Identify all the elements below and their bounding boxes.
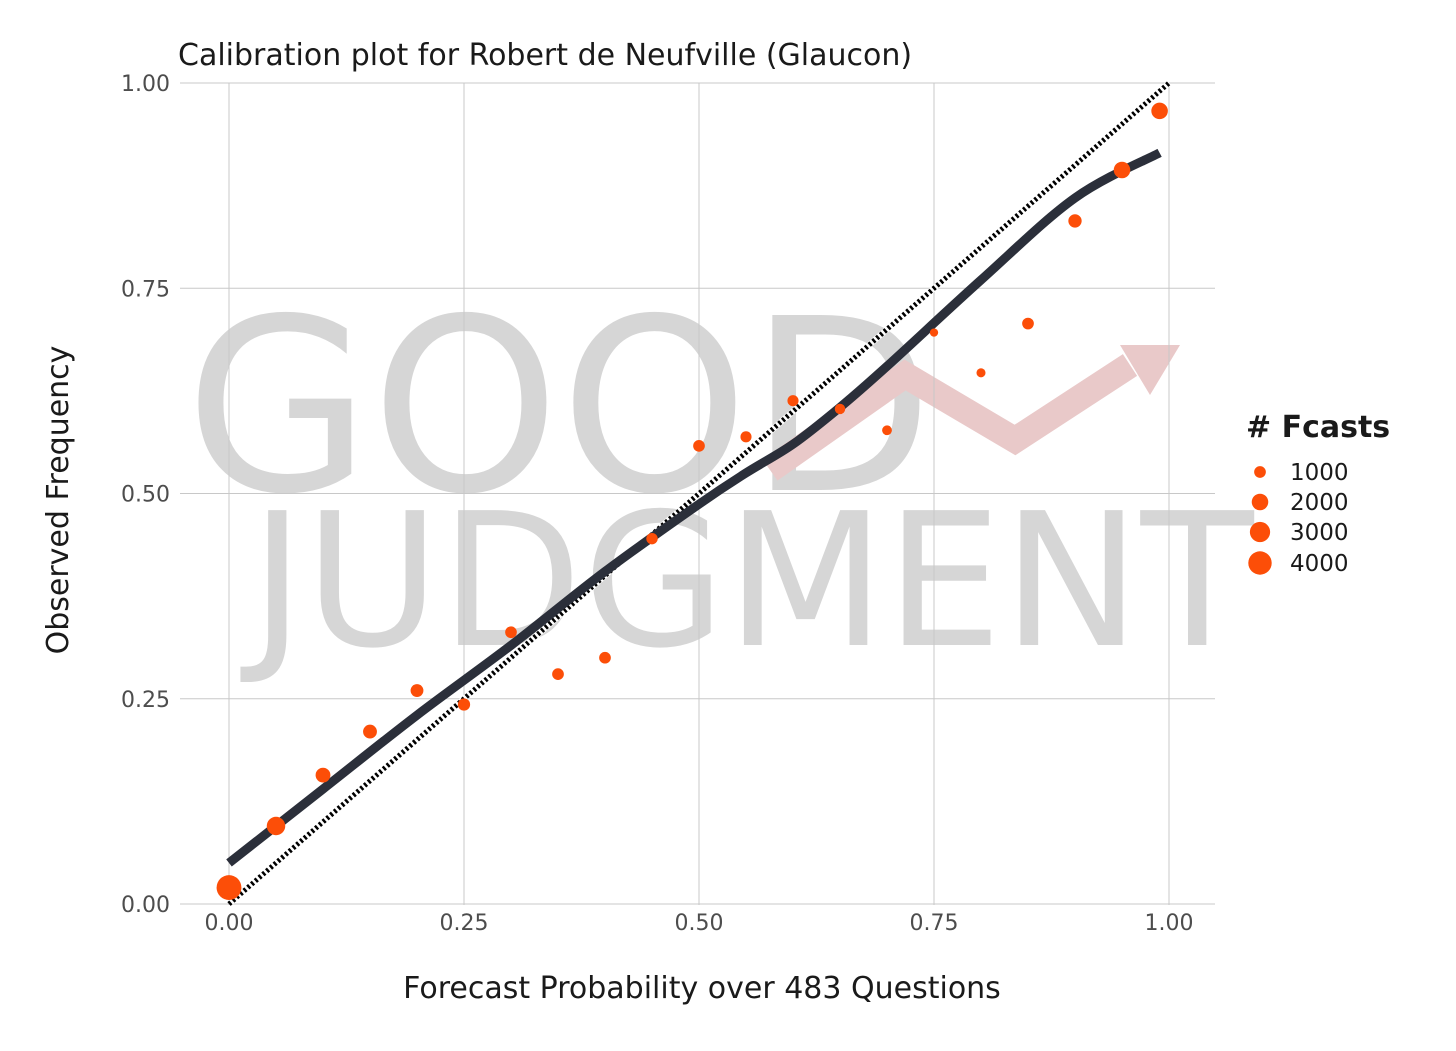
watermark-line-2: JUDGMENT xyxy=(240,473,1255,689)
y-tick-label: 0.00 xyxy=(121,893,170,918)
x-tick-label: 0.25 xyxy=(440,911,489,936)
data-point xyxy=(1022,317,1034,330)
data-point xyxy=(646,532,658,545)
data-point xyxy=(216,875,242,900)
data-point xyxy=(693,440,705,452)
x-tick-label: 1.00 xyxy=(1145,911,1194,936)
legend-key xyxy=(1248,551,1272,575)
data-point xyxy=(882,425,892,436)
data-point xyxy=(315,767,331,783)
watermark-arrow-icon xyxy=(762,354,1138,481)
data-point xyxy=(1113,161,1131,179)
data-point xyxy=(410,684,424,697)
fit-line xyxy=(226,148,1162,867)
legend-label: 1000 xyxy=(1290,460,1349,486)
fit-line-layer xyxy=(226,148,1162,867)
legend-key xyxy=(1251,493,1269,511)
y-tick-label: 0.25 xyxy=(121,688,170,713)
data-point xyxy=(1068,214,1082,228)
data-point xyxy=(787,395,799,407)
watermark-line-1: GOOD xyxy=(185,267,934,547)
legend-key xyxy=(1254,466,1266,478)
watermark: GOOD JUDGMENT xyxy=(185,267,1255,689)
reference-line xyxy=(227,81,1171,906)
y-tick-label: 1.00 xyxy=(121,72,170,97)
x-tick-label: 0.50 xyxy=(675,911,724,936)
data-point xyxy=(363,724,377,739)
data-point xyxy=(976,368,986,378)
data-point xyxy=(1151,102,1168,120)
y-tick-label: 0.75 xyxy=(121,277,170,302)
legend-title: # Fcasts xyxy=(1246,410,1390,445)
data-point xyxy=(552,668,564,680)
x-axis-title: Forecast Probability over 483 Questions xyxy=(403,971,1001,1006)
data-point xyxy=(929,328,939,337)
points-layer xyxy=(216,102,1168,900)
data-point xyxy=(834,403,846,415)
legend-entries: 1000 2000 3000 4000 xyxy=(1248,460,1349,577)
data-point xyxy=(740,431,752,443)
legend: # Fcasts 1000 2000 3000 4000 xyxy=(1246,410,1390,577)
reference-line-layer xyxy=(227,80,1171,907)
legend-label: 4000 xyxy=(1290,551,1349,577)
legend-key xyxy=(1249,521,1271,543)
x-axis-ticks: 0.00 0.25 0.50 0.75 1.00 xyxy=(205,911,1194,936)
data-point xyxy=(457,698,471,711)
y-axis-title: Observed Frequency xyxy=(41,346,76,655)
y-axis-ticks: 0.00 0.25 0.50 0.75 1.00 xyxy=(121,72,170,918)
data-point xyxy=(505,626,517,639)
x-tick-label: 0.00 xyxy=(205,911,254,936)
y-tick-label: 0.50 xyxy=(121,483,170,508)
data-point xyxy=(266,816,286,836)
legend-label: 2000 xyxy=(1290,490,1349,516)
x-tick-label: 0.75 xyxy=(910,911,959,936)
watermark-arrowhead-icon xyxy=(1120,345,1180,395)
legend-label: 3000 xyxy=(1290,520,1349,546)
data-point xyxy=(599,651,611,664)
chart-title: Calibration plot for Robert de Neufville… xyxy=(178,38,912,73)
